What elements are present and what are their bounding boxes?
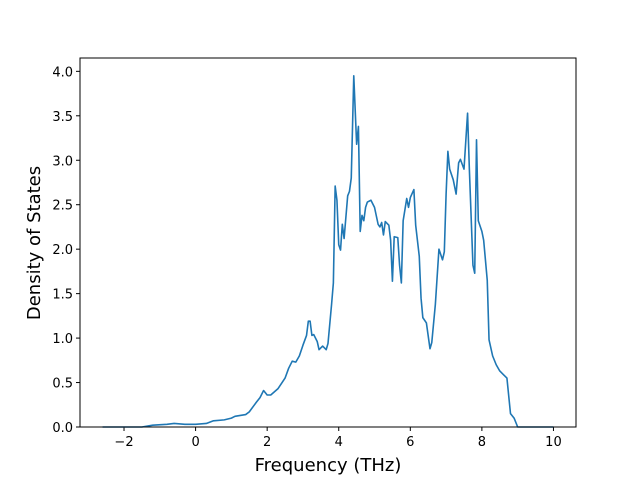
y-tick-label: 1.0 [52, 332, 73, 347]
y-tick-label: 3.0 [52, 154, 73, 169]
line [102, 74, 554, 428]
x-tick-label: 8 [478, 435, 486, 450]
x-tick-label: 10 [545, 435, 562, 450]
axes-frame [79, 57, 577, 428]
y-tick-label: 0.5 [52, 377, 73, 392]
x-tick-label: −2 [114, 435, 133, 450]
y-tick-label: 3.5 [52, 110, 73, 125]
y-tick-label: 0.0 [52, 421, 73, 436]
y-tick-label: 2.5 [52, 199, 73, 214]
x-axis-label: Frequency (THz) [255, 455, 402, 476]
y-tick-label: 4.0 [52, 65, 73, 80]
y-axis-label: Density of States [24, 166, 45, 320]
x-tick-label: 0 [191, 435, 199, 450]
y-tick-label: 1.5 [52, 288, 73, 303]
x-tick-label: 2 [263, 435, 271, 450]
x-tick-label: 6 [406, 435, 414, 450]
y-tick-label: 2.0 [52, 243, 73, 258]
x-tick-label: 4 [335, 435, 343, 450]
